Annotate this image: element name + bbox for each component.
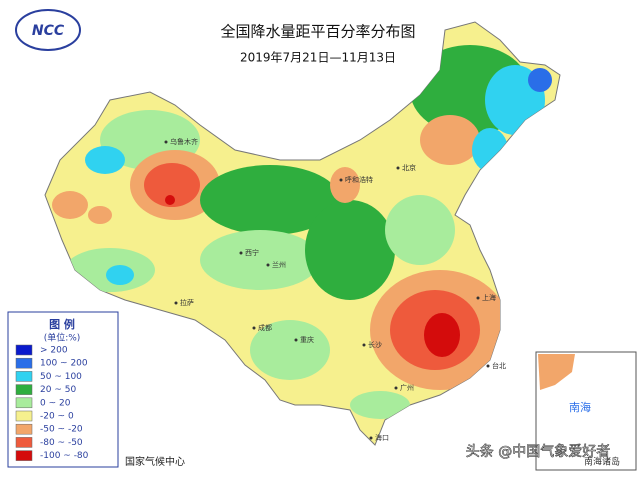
legend-label: 20 ~ 50 [40,385,76,395]
city-label: 兰州 [272,260,286,269]
city-label: 拉萨 [180,298,194,307]
legend-swatch [15,450,33,461]
logo-ring [15,9,81,51]
legend-title: 图 例 [49,317,75,331]
region [350,391,410,419]
city-label: 长沙 [368,340,382,349]
legend-unit: (单位:%) [44,332,81,344]
city-dot [486,364,490,368]
inset-label: 南海 [569,400,591,414]
legend-swatch [15,410,33,422]
city-dot [164,140,168,144]
legend-swatch [15,371,33,382]
logo-text: NCC [32,23,65,39]
city-label: 广州 [400,383,414,392]
city-dot [294,338,298,342]
legend-label: 0 ~ 20 [40,398,71,408]
map [44,21,561,446]
map-subtitle: 2019年7月21日—11月13日 [240,51,396,65]
region [85,146,125,174]
logo: NCC [15,9,81,51]
city-label: 北京 [402,163,416,172]
legend-swatch [15,357,33,369]
region [52,191,88,219]
region [424,313,460,357]
region [330,167,360,203]
city-label: 台北 [492,361,506,370]
region [106,265,134,285]
inset: 南海 南海诸岛 [535,351,637,471]
city-label: 海口 [375,433,389,442]
city-label: 呼和浩特 [345,175,373,184]
legend-label: -100 ~ -80 [40,451,89,461]
legend-label: > 200 [40,346,68,356]
city-label: 上海 [482,293,496,302]
region [528,68,552,92]
region [200,165,340,235]
source: 国家气候中心 [125,455,185,468]
map-title: 全国降水量距平百分率分布图 [220,23,415,41]
city-dot [252,326,256,330]
legend-label: -20 ~ 0 [40,412,74,422]
city-dot [394,386,398,390]
legend-label: 50 ~ 100 [40,372,82,382]
city-dot [174,301,178,305]
legend-swatch [15,384,33,395]
legend-swatch [15,437,33,448]
region [420,115,480,165]
city-dot [369,436,373,440]
region [200,230,320,290]
city-dot [362,343,366,347]
city-label: 重庆 [300,335,314,344]
region [305,200,395,300]
legend-label: 100 ~ 200 [40,359,88,369]
city-label: 成都 [258,323,272,332]
region [165,195,175,205]
region [250,320,330,380]
city-dot [476,296,480,300]
city-dot [266,263,270,267]
city-label: 乌鲁木齐 [170,137,198,146]
inset-land [538,354,575,390]
legend-swatch [15,423,33,435]
region [144,163,200,207]
city-dot [239,251,243,255]
city-dot [339,178,343,182]
city-label: 西宁 [245,248,259,257]
watermark: 头条 @中国气象爱好者 [466,443,610,460]
region [385,195,455,265]
legend: 图 例 (单位:%) > 200 100 ~ 200 50 ~ 100 20 ~ 50… [7,311,119,468]
inset-islands: 南海诸岛 [584,456,620,468]
legend-swatch [15,397,33,409]
legend-swatch [15,344,33,356]
legend-label: -50 ~ -20 [40,425,83,435]
region [88,206,112,224]
legend-label: -80 ~ -50 [40,438,83,448]
city-dot [396,166,400,170]
